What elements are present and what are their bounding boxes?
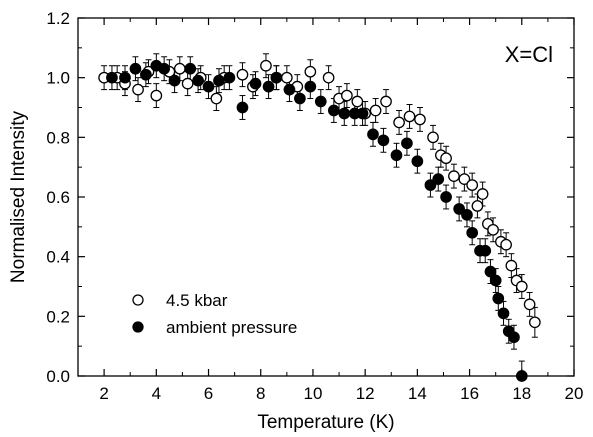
- data-point-4-5-kbar: [210, 92, 223, 105]
- x-tick-label: 2: [99, 384, 108, 403]
- data-point-4-5-kbar: [458, 173, 471, 185]
- data-point-ambient-pressure: [497, 307, 510, 320]
- legend-label-ambient-pressure: ambient pressure: [166, 318, 297, 337]
- data-point-ambient-pressure: [489, 274, 502, 287]
- data-point-4-5-kbar: [505, 259, 518, 272]
- data-point-ambient-pressure: [338, 107, 351, 120]
- legend-label-4-5-kbar: 4.5 kbar: [166, 291, 228, 310]
- data-point-4-5-kbar: [471, 200, 484, 212]
- data-point-ambient-pressure: [202, 80, 215, 93]
- data-point-ambient-pressure: [508, 331, 520, 344]
- data-point-4-5-kbar: [150, 89, 163, 102]
- data-point-ambient-pressure: [411, 155, 424, 168]
- x-tick-label: 8: [256, 384, 265, 403]
- data-point-4-5-kbar: [173, 62, 186, 75]
- y-tick-labels: 0.0 0.2 0.4 0.6 0.8 1.0 1.2: [46, 9, 70, 386]
- data-point-ambient-pressure: [484, 265, 497, 278]
- data-point-4-5-kbar: [466, 179, 479, 191]
- data-point-ambient-pressure: [401, 137, 413, 150]
- data-point-ambient-pressure: [453, 203, 465, 215]
- data-point-ambient-pressure: [356, 107, 369, 120]
- data-point-ambient-pressure: [213, 74, 225, 87]
- data-point-4-5-kbar: [414, 113, 426, 126]
- x-tick-label: 12: [356, 384, 375, 403]
- data-point-4-5-kbar: [280, 71, 293, 84]
- legend-marker-ambient-pressure: [132, 321, 144, 333]
- data-point-4-5-kbar: [487, 223, 499, 236]
- x-tick-label: 16: [460, 384, 479, 403]
- x-tick-label: 4: [152, 384, 161, 403]
- data-point-ambient-pressure: [140, 68, 152, 81]
- legend: 4.5 kbar ambient pressure: [132, 291, 297, 337]
- x-tick-label: 6: [204, 384, 213, 403]
- data-point-ambient-pressure: [390, 149, 403, 162]
- data-point-4-5-kbar: [132, 83, 144, 96]
- data-point-4-5-kbar: [369, 104, 382, 117]
- data-point-ambient-pressure: [461, 209, 473, 221]
- data-point-4-5-kbar: [236, 68, 249, 81]
- data-point-4-5-kbar: [500, 238, 512, 251]
- data-point-ambient-pressure: [119, 71, 131, 84]
- data-point-4-5-kbar: [427, 131, 439, 144]
- data-point-4-5-kbar: [304, 65, 317, 78]
- data-point-ambient-pressure: [367, 128, 379, 141]
- data-point-ambient-pressure: [158, 62, 170, 75]
- data-point-ambient-pressure: [283, 83, 296, 96]
- x-tick-labels: 2 4 6 8 10 12 14 16 18 20: [99, 384, 583, 403]
- points-layer: [98, 59, 541, 382]
- data-point-ambient-pressure: [270, 71, 283, 84]
- data-point-ambient-pressure: [327, 104, 340, 117]
- x-axis-title: Temperature (K): [257, 412, 394, 433]
- data-point-ambient-pressure: [192, 74, 204, 87]
- data-point-ambient-pressure: [184, 62, 197, 75]
- data-point-ambient-pressure: [168, 74, 181, 87]
- y-tick-label: 0.2: [46, 307, 70, 326]
- y-tick-label: 1.0: [46, 69, 70, 88]
- data-point-ambient-pressure: [314, 95, 327, 108]
- data-point-ambient-pressure: [479, 244, 492, 257]
- data-point-4-5-kbar: [393, 116, 405, 129]
- data-point-ambient-pressure: [262, 80, 275, 93]
- legend-marker-4-5-kbar: [132, 294, 144, 306]
- data-point-4-5-kbar: [380, 95, 392, 108]
- data-point-4-5-kbar: [448, 170, 460, 182]
- data-point-4-5-kbar: [403, 110, 416, 123]
- x-tick-label: 20: [565, 384, 584, 403]
- x-tick-label: 18: [512, 384, 531, 403]
- data-point-4-5-kbar: [476, 188, 489, 200]
- x-tick-label: 10: [303, 384, 322, 403]
- data-point-4-5-kbar: [260, 59, 272, 72]
- y-axis-title: Normalised Intensity: [8, 110, 29, 283]
- data-point-ambient-pressure: [106, 71, 118, 84]
- data-point-4-5-kbar: [523, 298, 536, 311]
- data-point-4-5-kbar: [528, 316, 541, 329]
- data-point-ambient-pressure: [304, 80, 317, 93]
- ticks-layer: [77, 17, 575, 377]
- data-point-4-5-kbar: [181, 77, 194, 90]
- data-point-ambient-pressure: [236, 101, 249, 114]
- data-point-4-5-kbar: [440, 152, 452, 165]
- y-tick-label: 0.8: [46, 128, 70, 147]
- data-point-ambient-pressure: [432, 173, 445, 185]
- sample-annotation: X=Cl: [505, 42, 553, 67]
- data-point-ambient-pressure: [294, 92, 306, 105]
- data-point-ambient-pressure: [223, 71, 236, 84]
- data-point-ambient-pressure: [466, 226, 479, 239]
- data-point-4-5-kbar: [515, 280, 528, 293]
- x-tick-label: 14: [408, 384, 427, 403]
- data-point-ambient-pressure: [424, 179, 437, 191]
- data-point-4-5-kbar: [341, 89, 353, 102]
- data-point-ambient-pressure: [492, 292, 505, 305]
- y-tick-label: 0.4: [46, 248, 70, 267]
- data-point-ambient-pressure: [129, 62, 142, 75]
- data-point-ambient-pressure: [440, 191, 452, 203]
- y-tick-label: 0.6: [46, 188, 70, 207]
- data-point-ambient-pressure: [249, 77, 262, 90]
- data-point-4-5-kbar: [322, 71, 335, 84]
- y-tick-label: 1.2: [46, 9, 70, 28]
- data-point-4-5-kbar: [351, 95, 364, 108]
- data-point-ambient-pressure: [377, 134, 390, 147]
- y-tick-label: 0.0: [46, 367, 70, 386]
